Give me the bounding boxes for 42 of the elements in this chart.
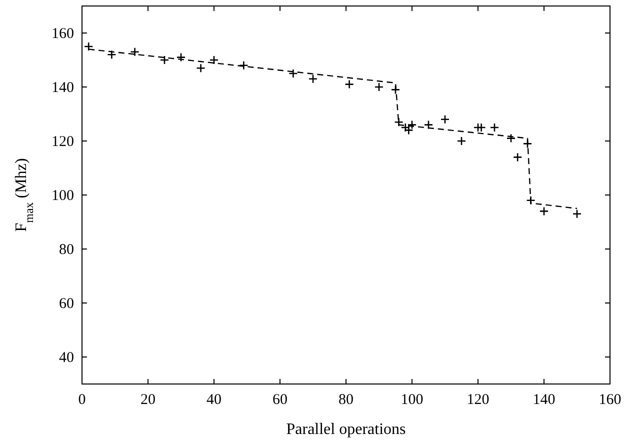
point [107,50,116,60]
x-tick-label: 80 [338,392,354,408]
point [176,52,186,62]
point [572,209,582,219]
point [344,80,354,89]
x-tick-label: 0 [78,392,86,408]
point [130,47,140,57]
point [512,152,522,162]
point [308,74,318,84]
x-tick-label: 100 [400,392,424,408]
y-tick-label: 80 [59,242,74,258]
point [209,55,219,65]
x-tick-label: 20 [140,392,156,408]
point [239,60,248,70]
point [456,136,466,146]
x-tick-label: 40 [206,392,222,408]
point [424,120,434,130]
x-tick-label: 160 [598,392,622,408]
point [440,114,450,124]
point [407,120,417,130]
point [288,68,298,78]
point [526,196,536,206]
x-axis-title: Parallel operations [286,421,406,438]
x-tick-label: 140 [532,392,556,408]
y-tick-label: 60 [59,296,74,312]
point [404,126,414,135]
point [84,42,94,52]
point [476,122,486,132]
point [196,63,206,73]
x-tick-label: 120 [466,392,490,408]
point [506,134,516,143]
y-tick-label: 100 [52,188,74,204]
point [374,82,384,92]
y-tick-label: 160 [52,26,74,42]
point [390,85,400,94]
y-tick-label: 120 [52,134,74,150]
x-tick-label: 60 [272,392,288,408]
y-tick-label: 140 [52,80,74,96]
point [160,55,170,65]
point [490,122,500,132]
point [539,206,549,216]
y-tick-label: 40 [59,350,74,366]
